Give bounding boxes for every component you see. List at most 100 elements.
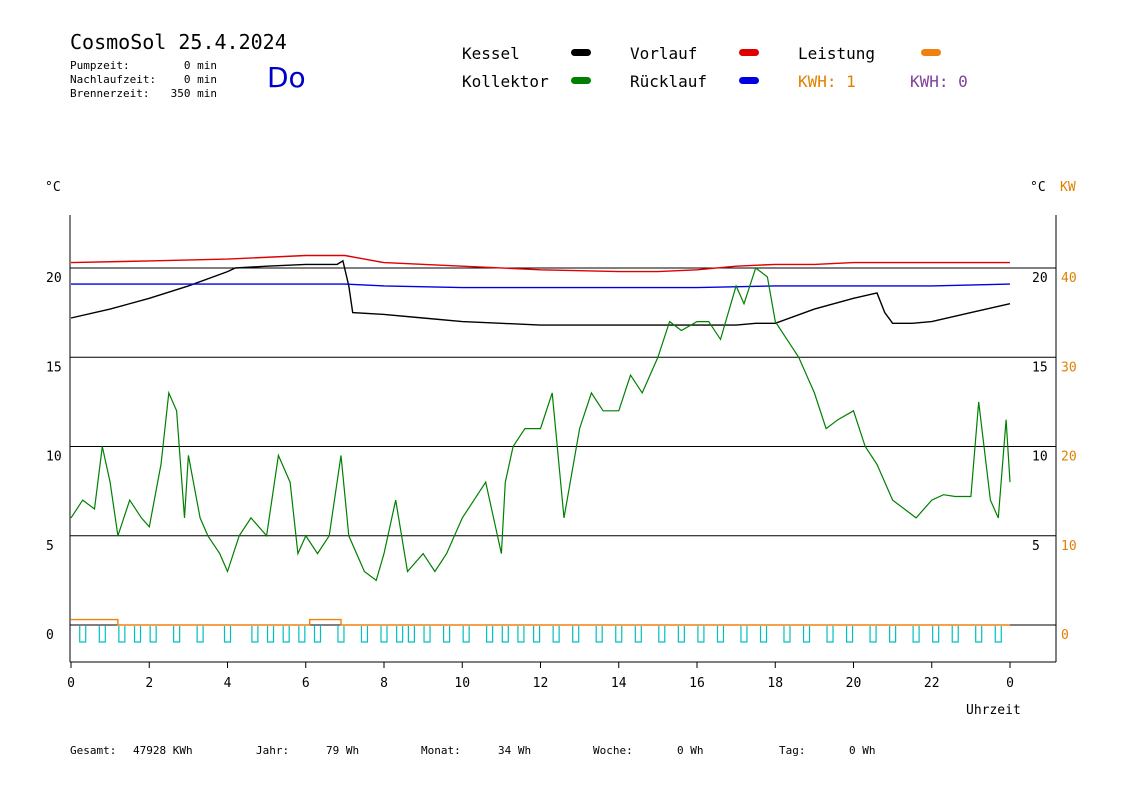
footer-tag-value: 0 Wh <box>849 744 876 757</box>
right-temp-tick-label: 5 <box>1032 539 1040 554</box>
x-tick-label: 4 <box>224 676 232 691</box>
x-tick-label: 12 <box>533 676 549 691</box>
pump-pulse <box>251 626 259 643</box>
x-tick-label: 8 <box>380 676 388 691</box>
legend-vorlauf-label: Vorlauf <box>630 44 698 63</box>
pump-pulse <box>951 626 959 643</box>
pump-pulse <box>634 626 642 643</box>
weekday-label: Do <box>267 61 306 94</box>
legend-kessel-swatch <box>571 49 591 56</box>
left-axis-unit: °C <box>45 180 61 195</box>
pump-pulse <box>740 626 748 643</box>
pump-pulse <box>912 626 920 643</box>
pump-pulse <box>716 626 725 643</box>
legend-ruecklauf-swatch <box>739 77 759 84</box>
pump-pulse <box>889 626 897 643</box>
pump-pulse <box>932 626 940 643</box>
right-kw-tick-label: 40 <box>1061 271 1077 286</box>
x-tick-label: 0 <box>67 676 75 691</box>
info-value-pumpzeit: 0 min <box>183 59 217 72</box>
right-kw-tick-label: 20 <box>1061 450 1077 465</box>
legend-kessel-label: Kessel <box>462 44 520 63</box>
info-label-nachlaufzeit: Nachlaufzeit: <box>70 73 157 86</box>
pump-pulse <box>595 626 603 643</box>
footer-gesamt-label: Gesamt: <box>70 744 117 757</box>
pump-pulse <box>133 626 142 643</box>
pump-pulse <box>501 626 509 643</box>
x-tick-label: 6 <box>302 676 310 691</box>
pump-pulse <box>266 626 275 643</box>
pump-pulse <box>783 626 791 643</box>
footer-woche-value: 0 Wh <box>677 744 704 757</box>
pump-pulse <box>282 626 290 643</box>
pump-pulse <box>517 626 525 643</box>
pump-pulse <box>313 626 322 643</box>
series-line-vorlauf <box>70 254 1010 273</box>
pump-pulse <box>975 626 983 643</box>
x-tick-label: 0 <box>1006 676 1014 691</box>
right-temp-tick-label: 20 <box>1032 271 1048 286</box>
x-tick-label: 16 <box>689 676 705 691</box>
x-tick-label: 14 <box>611 676 627 691</box>
pump-pulse <box>298 626 306 643</box>
x-tick-label: 10 <box>454 676 470 691</box>
chart-title: CosmoSol 25.4.2024 <box>70 30 287 54</box>
pump-pulse <box>658 626 666 643</box>
right-kw-tick-label: 0 <box>1061 628 1069 643</box>
info-value-nachlaufzeit: 0 min <box>183 73 217 86</box>
footer-jahr-label: Jahr: <box>256 744 290 757</box>
legend-kwh2: KWH: 0 <box>910 72 968 91</box>
right-temp-tick-label: 15 <box>1032 360 1048 375</box>
pump-pulse <box>697 626 705 643</box>
footer-jahr-value: 79 Wh <box>326 744 360 757</box>
footer-monat-value: 34 Wh <box>498 744 532 757</box>
left-tick-label: 10 <box>46 450 62 465</box>
series-line-kollektor <box>70 267 1011 582</box>
pump-pulse <box>196 626 204 643</box>
x-tick-label: 2 <box>145 676 153 691</box>
right-axis-kw-unit: KW <box>1060 180 1076 195</box>
pump-pulse <box>802 626 811 643</box>
right-kw-tick-label: 30 <box>1061 360 1077 375</box>
pump-pulse <box>98 626 106 643</box>
pump-pulse <box>826 626 834 643</box>
right-temp-tick-label: 10 <box>1032 450 1048 465</box>
series-line-kessel <box>70 259 1011 326</box>
footer-woche-label: Woche: <box>593 744 633 757</box>
pump-pulse <box>223 626 232 643</box>
series-line-ruecklauf <box>71 283 1011 289</box>
pump-pulse <box>396 626 404 643</box>
pump-pulse <box>337 626 345 643</box>
legend-vorlauf-swatch <box>739 49 759 56</box>
pump-pulse <box>380 626 388 643</box>
pump-pulse <box>149 626 157 643</box>
pump-pulse <box>994 626 1002 643</box>
right-kw-tick-label: 10 <box>1061 539 1077 554</box>
info-value-brennerzeit: 350 min <box>170 87 217 100</box>
pump-pulse <box>360 626 369 643</box>
legend-kwh1: KWH: 1 <box>798 72 856 91</box>
pump-pulse <box>615 626 623 643</box>
left-tick-label: 20 <box>46 271 62 286</box>
pump-pulse <box>423 626 431 643</box>
info-label-pumpzeit: Pumpzeit: <box>70 59 130 72</box>
x-tick-label: 18 <box>767 676 783 691</box>
legend-leistung-label: Leistung <box>798 44 876 63</box>
x-tick-label: 20 <box>846 676 862 691</box>
footer-tag-label: Tag: <box>779 744 806 757</box>
right-axis-unit: °C <box>1030 180 1046 195</box>
pump-pulse <box>845 626 854 643</box>
info-label-brennerzeit: Brennerzeit: <box>70 87 150 100</box>
pump-pulse <box>173 626 181 643</box>
legend-kollektor-label: Kollektor <box>462 72 549 91</box>
pump-pulse <box>532 626 541 643</box>
left-tick-label: 5 <box>46 539 54 554</box>
pump-pulse <box>486 626 494 643</box>
pump-pulse <box>552 626 560 643</box>
pump-pulse <box>759 626 768 643</box>
pump-pulse <box>677 626 685 643</box>
left-tick-label: 0 <box>46 628 54 643</box>
x-tick-label: 22 <box>924 676 940 691</box>
pump-pulse <box>869 626 877 643</box>
